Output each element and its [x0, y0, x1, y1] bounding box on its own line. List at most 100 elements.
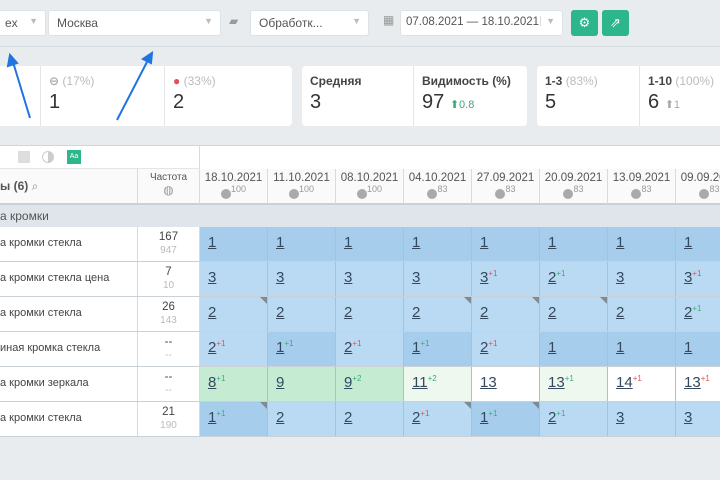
frequency-exact: 10: [162, 280, 175, 291]
position-cell[interactable]: 9: [268, 367, 336, 401]
position-cell[interactable]: 2: [472, 297, 540, 331]
note-marker-icon[interactable]: [464, 297, 471, 304]
position-cell[interactable]: 1+1: [268, 332, 336, 366]
position-cell[interactable]: 2+1: [336, 332, 404, 366]
date-coverage: 83: [505, 184, 516, 194]
position-cell[interactable]: 1: [268, 227, 336, 261]
position-change: +1: [216, 339, 226, 348]
position-cell[interactable]: 13+1: [676, 367, 720, 401]
keyword-cell[interactable]: а кромки стекла: [0, 227, 138, 261]
gear-icon: ⚙: [578, 15, 591, 30]
position-cell[interactable]: 3: [404, 262, 472, 296]
export-button[interactable]: ⇗: [602, 10, 629, 36]
table-row: иная кромка стекла -- -- 2+1 1+1 2+1 1+1 2+1 1 1…: [0, 332, 720, 367]
position-cell[interactable]: 2: [336, 297, 404, 331]
position-cell[interactable]: 3: [608, 402, 676, 436]
globe-icon: ◍: [163, 183, 174, 197]
keyword-cell[interactable]: а кромки стекла цена: [0, 262, 138, 296]
position-value: 13: [480, 374, 497, 391]
note-marker-icon[interactable]: [600, 297, 607, 304]
keyword-cell[interactable]: а кромки стекла: [0, 297, 138, 331]
date-column-header[interactable]: 11.10.2021 100: [268, 169, 336, 205]
position-cell[interactable]: 13+1: [540, 367, 608, 401]
date-label: 11.10.2021: [273, 172, 330, 184]
position-cell[interactable]: 2+1: [200, 332, 268, 366]
position-cell[interactable]: 1+1: [472, 402, 540, 436]
position-value: 1: [208, 234, 217, 251]
position-cell[interactable]: 1: [404, 227, 472, 261]
position-cell[interactable]: 3: [200, 262, 268, 296]
date-coverage: 100: [366, 184, 383, 194]
position-cell[interactable]: 3: [676, 402, 720, 436]
position-cell[interactable]: 2+1: [404, 402, 472, 436]
group-select[interactable]: Обработк... ▼: [250, 10, 369, 36]
note-marker-icon[interactable]: [532, 297, 539, 304]
frequency-exact: 947: [160, 245, 177, 256]
position-cell[interactable]: 1: [336, 227, 404, 261]
position-cell[interactable]: 11+2: [404, 367, 472, 401]
position-cell[interactable]: 3: [336, 262, 404, 296]
columns-icon[interactable]: [18, 151, 30, 163]
position-cell[interactable]: 2: [336, 402, 404, 436]
position-cell[interactable]: 1: [676, 332, 720, 366]
position-cell[interactable]: 2: [608, 297, 676, 331]
date-coverage: 83: [709, 184, 720, 194]
position-cell[interactable]: 3+1: [472, 262, 540, 296]
position-cell[interactable]: 13: [472, 367, 540, 401]
position-cell[interactable]: 2: [540, 297, 608, 331]
position-change: +1: [692, 304, 702, 313]
position-cell[interactable]: 1+1: [404, 332, 472, 366]
position-cell[interactable]: 2: [404, 297, 472, 331]
excel-icon[interactable]: Aa: [67, 150, 81, 164]
position-cell[interactable]: 1: [540, 332, 608, 366]
position-cell[interactable]: 2+1: [540, 402, 608, 436]
date-column-header[interactable]: 08.10.2021 100: [336, 169, 404, 205]
keyword-cell[interactable]: иная кромка стекла: [0, 332, 138, 366]
position-cell[interactable]: 1: [200, 227, 268, 261]
stats-card-changes: ⊖ (17%) 1 ● (33%) 2: [0, 66, 292, 126]
position-cell[interactable]: 1: [608, 332, 676, 366]
contrast-icon[interactable]: [42, 151, 54, 163]
position-cell[interactable]: 3: [268, 262, 336, 296]
note-marker-icon[interactable]: [532, 402, 539, 409]
date-column-header[interactable]: 18.10.2021 100: [200, 169, 268, 205]
note-marker-icon[interactable]: [260, 402, 267, 409]
position-cell[interactable]: 2+1: [676, 297, 720, 331]
date-coverage: 83: [573, 184, 584, 194]
search-icon[interactable]: ⌕: [31, 179, 39, 193]
date-column-header[interactable]: 27.09.2021 83: [472, 169, 540, 205]
position-cell[interactable]: 1: [608, 227, 676, 261]
note-marker-icon[interactable]: [260, 297, 267, 304]
annotation-arrowhead: [6, 52, 19, 68]
position-cell[interactable]: 3: [608, 262, 676, 296]
position-cell[interactable]: 1+1: [200, 402, 268, 436]
keyword-cell[interactable]: а кромки стекла: [0, 402, 138, 436]
position-cell[interactable]: 3+1: [676, 262, 720, 296]
position-value: 13: [548, 374, 565, 391]
position-cell[interactable]: 1: [472, 227, 540, 261]
position-cell[interactable]: 2: [268, 297, 336, 331]
position-change: +1: [564, 374, 574, 383]
position-cell[interactable]: 14+1: [608, 367, 676, 401]
date-range-picker[interactable]: 07.08.2021 — 18.10.2021 ▼: [400, 10, 563, 36]
note-marker-icon[interactable]: [464, 402, 471, 409]
engine-select[interactable]: ex ▼: [0, 10, 46, 36]
position-cell[interactable]: 2: [268, 402, 336, 436]
date-column-header[interactable]: 13.09.2021 83: [608, 169, 676, 205]
percent-icon: [220, 188, 231, 199]
position-cell[interactable]: 2: [200, 297, 268, 331]
position-cell[interactable]: 2+1: [540, 262, 608, 296]
date-column-header[interactable]: 04.10.2021 83: [404, 169, 472, 205]
date-column-header[interactable]: 20.09.2021 83: [540, 169, 608, 205]
position-cell[interactable]: 1: [540, 227, 608, 261]
settings-button[interactable]: ⚙: [571, 10, 598, 36]
position-value: 14: [616, 374, 633, 391]
region-select[interactable]: Москва ▼: [48, 10, 221, 36]
keyword-cell[interactable]: а кромки зеркала: [0, 367, 138, 401]
position-cell[interactable]: 9+2: [336, 367, 404, 401]
date-coverage: 100: [230, 184, 247, 194]
position-cell[interactable]: 1: [676, 227, 720, 261]
position-cell[interactable]: 8+1: [200, 367, 268, 401]
position-cell[interactable]: 2+1: [472, 332, 540, 366]
